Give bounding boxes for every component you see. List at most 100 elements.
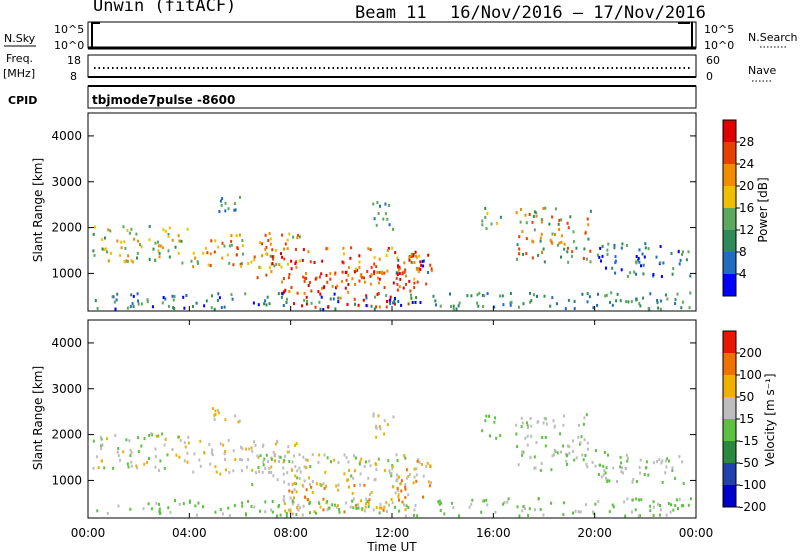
data-cell bbox=[566, 453, 569, 457]
data-cell bbox=[164, 297, 167, 301]
data-cell bbox=[329, 272, 332, 276]
data-cell bbox=[652, 513, 655, 517]
data-cell bbox=[92, 232, 95, 236]
data-cell bbox=[429, 263, 432, 267]
data-cell bbox=[265, 453, 268, 457]
data-cell bbox=[234, 458, 237, 461]
noise-right-tick-bottom: 10^0 bbox=[704, 39, 734, 52]
data-cell bbox=[392, 301, 395, 305]
data-cell bbox=[126, 306, 129, 310]
data-cell bbox=[396, 459, 399, 463]
data-cell bbox=[190, 259, 193, 263]
data-cell bbox=[305, 277, 308, 280]
data-cell bbox=[664, 459, 667, 463]
data-cell bbox=[376, 292, 379, 296]
data-cell bbox=[383, 271, 386, 275]
data-cell bbox=[337, 488, 340, 492]
data-cell bbox=[181, 261, 184, 265]
data-cell bbox=[642, 272, 645, 276]
data-cell bbox=[594, 449, 597, 453]
colorbar-segment bbox=[723, 331, 736, 354]
data-cell bbox=[333, 292, 336, 296]
data-cell bbox=[339, 296, 342, 300]
data-cell bbox=[271, 262, 274, 265]
data-cell bbox=[147, 502, 150, 506]
data-cell bbox=[255, 471, 258, 475]
data-cell bbox=[232, 263, 235, 267]
data-cell bbox=[248, 447, 251, 451]
data-cell bbox=[230, 234, 233, 237]
y-tick-label: 4000 bbox=[51, 336, 82, 350]
x-tick-label: 00:00 bbox=[679, 526, 714, 540]
data-cell bbox=[526, 424, 529, 428]
data-cell bbox=[100, 444, 103, 448]
data-cell bbox=[554, 207, 557, 211]
data-cell bbox=[429, 464, 432, 468]
data-cell bbox=[543, 260, 546, 264]
data-cell bbox=[619, 465, 622, 469]
data-cell bbox=[527, 513, 530, 517]
data-cell bbox=[244, 512, 247, 516]
data-cell bbox=[261, 242, 263, 246]
data-cell bbox=[407, 302, 410, 306]
data-cell bbox=[276, 478, 279, 482]
data-cell bbox=[365, 460, 367, 464]
data-cell bbox=[352, 497, 355, 501]
data-cell bbox=[386, 299, 388, 303]
data-cell bbox=[363, 276, 365, 280]
data-cell bbox=[194, 504, 197, 508]
data-cell bbox=[342, 261, 345, 265]
data-cell bbox=[95, 455, 98, 459]
data-cell bbox=[584, 231, 587, 235]
data-cell bbox=[541, 250, 543, 254]
data-cell bbox=[237, 420, 240, 424]
colorbar-segment bbox=[723, 230, 736, 253]
data-cell bbox=[228, 470, 231, 474]
data-cell bbox=[307, 250, 310, 254]
data-cell bbox=[302, 455, 305, 459]
data-cell bbox=[389, 301, 392, 305]
data-cell bbox=[92, 466, 95, 470]
data-cell bbox=[562, 501, 565, 505]
data-cell bbox=[398, 268, 400, 272]
data-cell bbox=[101, 443, 104, 447]
data-cell bbox=[305, 272, 307, 275]
data-cell bbox=[297, 233, 300, 237]
data-cell bbox=[305, 295, 308, 299]
data-cell bbox=[488, 414, 490, 418]
data-cell bbox=[238, 233, 241, 237]
data-cell bbox=[377, 292, 380, 295]
data-cell bbox=[421, 259, 424, 263]
data-cell bbox=[493, 420, 496, 424]
data-cell bbox=[652, 500, 655, 504]
data-cell bbox=[568, 451, 571, 455]
data-cell bbox=[351, 277, 354, 281]
data-cell bbox=[623, 500, 626, 504]
data-cell bbox=[605, 476, 607, 480]
data-cell bbox=[309, 501, 311, 504]
data-cell bbox=[383, 286, 386, 289]
data-cell bbox=[298, 259, 301, 263]
data-cell bbox=[540, 220, 543, 224]
data-cell bbox=[404, 268, 407, 272]
data-cell bbox=[674, 504, 677, 508]
data-cell bbox=[388, 203, 390, 207]
data-cell bbox=[343, 472, 346, 476]
data-cell bbox=[358, 260, 361, 264]
data-cell bbox=[659, 307, 662, 311]
data-cell bbox=[398, 266, 401, 270]
colorbar-tick-label: 200 bbox=[739, 346, 762, 360]
data-cell bbox=[666, 457, 669, 461]
data-cell bbox=[372, 508, 375, 512]
data-cell bbox=[481, 293, 484, 297]
data-cell bbox=[575, 246, 578, 250]
data-cell bbox=[157, 240, 159, 244]
data-cell bbox=[154, 241, 157, 245]
data-cell bbox=[344, 286, 347, 290]
data-cell bbox=[542, 207, 545, 210]
data-cell bbox=[154, 455, 157, 459]
data-cell bbox=[283, 257, 286, 261]
colorbar-tick-label: -15 bbox=[739, 434, 759, 448]
data-cell bbox=[247, 499, 250, 503]
data-cell bbox=[586, 465, 589, 469]
